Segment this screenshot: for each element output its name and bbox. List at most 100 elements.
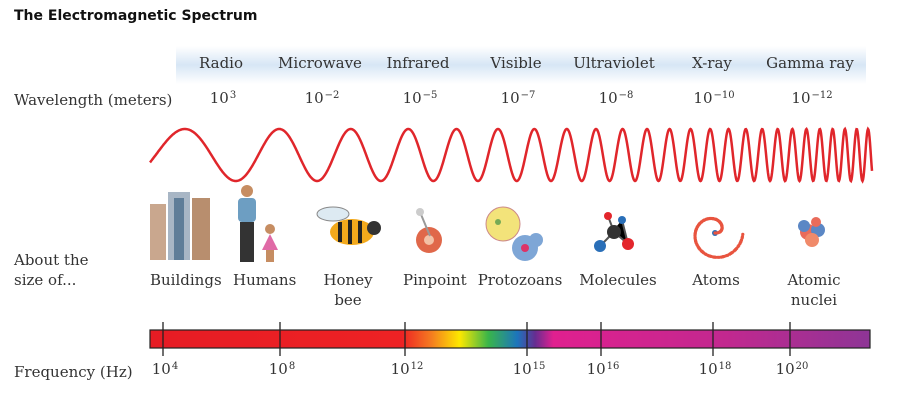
frequency-base: 10 <box>268 360 288 378</box>
band-name: Radio <box>198 54 244 72</box>
electron <box>695 242 699 246</box>
electron <box>705 217 709 221</box>
wavelength-exponent: −5 <box>422 90 438 101</box>
wavelength-exponent: −2 <box>324 90 340 101</box>
electron <box>720 226 724 230</box>
electron <box>718 220 722 224</box>
electron <box>714 231 718 235</box>
frequency-exponent: 15 <box>532 361 546 372</box>
size-name: Molecules <box>579 271 657 289</box>
wavelength: 10−10 <box>693 89 734 107</box>
band-name: Gamma ray <box>766 54 854 72</box>
frequency-base: 10 <box>512 360 532 378</box>
wavelength-exponent: −10 <box>713 90 735 101</box>
frequency: 104 <box>152 360 178 378</box>
electron <box>734 247 738 251</box>
electron <box>697 222 701 226</box>
electron <box>702 218 706 222</box>
electron <box>716 255 720 259</box>
band-name: Ultraviolet <box>573 54 655 72</box>
electron <box>739 239 743 244</box>
title: The Electromagnetic Spectrum <box>14 8 258 24</box>
electron <box>697 246 701 250</box>
electron <box>713 255 717 259</box>
pinpoint-icon <box>416 208 442 253</box>
electron <box>708 254 712 258</box>
spectrum-bar <box>149 329 871 349</box>
frequency-exponent: 20 <box>795 361 809 372</box>
band-name: X-ray <box>692 54 732 72</box>
electron <box>714 217 718 221</box>
buildings-icon <box>150 192 210 260</box>
wavelength: 103 <box>210 89 236 107</box>
wavelength: 10−5 <box>403 89 438 107</box>
electron <box>694 228 698 232</box>
frequency: 1015 <box>513 360 546 378</box>
wavelength: 10−2 <box>305 89 340 107</box>
wavelength-base: 10 <box>500 89 520 107</box>
band-name: Microwave <box>278 54 362 72</box>
wavelength-exponent: −8 <box>618 90 634 101</box>
frequency-label: Frequency (Hz) <box>14 363 133 381</box>
wave <box>149 126 874 184</box>
wavelength-base: 10 <box>304 89 324 107</box>
frequency: 1020 <box>776 360 809 378</box>
frequency-exponent: 16 <box>606 361 620 372</box>
band-name: Infrared <box>386 54 450 72</box>
frequency: 1018 <box>699 360 732 378</box>
frequency: 1012 <box>391 360 424 378</box>
bee-icon <box>316 206 381 245</box>
wavelength-base: 10 <box>693 89 713 107</box>
wavelength-base: 10 <box>402 89 422 107</box>
electron <box>701 250 705 254</box>
electron <box>720 224 724 228</box>
frequency-base: 10 <box>698 360 718 378</box>
electron <box>721 255 725 259</box>
electron <box>729 251 734 255</box>
frequency-exponent: 8 <box>288 361 296 372</box>
wavelength: 10−8 <box>599 89 634 107</box>
size-name: Protozoans <box>477 271 563 289</box>
band-name: Visible <box>490 54 542 72</box>
humans-icon <box>238 185 278 262</box>
frequency-exponent: 12 <box>410 361 424 372</box>
size-name: Honey bee <box>323 271 373 309</box>
wavelength-base: 10 <box>598 89 618 107</box>
size-name: Pinpoint <box>403 271 467 289</box>
wavelength-label: Wavelength (meters) <box>14 91 173 109</box>
electron <box>693 232 697 237</box>
frequency-base: 10 <box>775 360 795 378</box>
size-name: Atomic nuclei <box>787 271 841 309</box>
electron <box>740 236 744 240</box>
wavelength-exponent: 3 <box>229 90 237 101</box>
wavelength-exponent: −12 <box>811 90 833 101</box>
size-label: About the size of... <box>14 251 89 289</box>
size-name: Humans <box>233 271 297 289</box>
frequency-exponent: 4 <box>171 361 179 372</box>
nucleus-icon <box>798 217 825 247</box>
electron <box>724 254 729 258</box>
electron <box>703 252 707 256</box>
band-header <box>176 46 866 84</box>
electron <box>711 217 715 221</box>
frequency-base: 10 <box>586 360 606 378</box>
size-name: Buildings <box>150 271 222 289</box>
protozoans-icon <box>485 206 543 261</box>
electron <box>694 240 698 244</box>
frequency-base: 10 <box>151 360 171 378</box>
frequency: 1016 <box>587 360 620 378</box>
wavelength-base: 10 <box>209 89 229 107</box>
molecules-icon <box>594 212 634 252</box>
electron <box>736 245 740 249</box>
wavelength-exponent: −7 <box>520 90 536 101</box>
atom-icon <box>693 216 745 259</box>
electron <box>718 230 722 234</box>
electron <box>741 232 745 236</box>
wavelength-base: 10 <box>791 89 811 107</box>
frequency-base: 10 <box>390 360 410 378</box>
wavelength: 10−7 <box>501 89 536 107</box>
frequency: 108 <box>269 360 295 378</box>
electron <box>693 235 697 239</box>
